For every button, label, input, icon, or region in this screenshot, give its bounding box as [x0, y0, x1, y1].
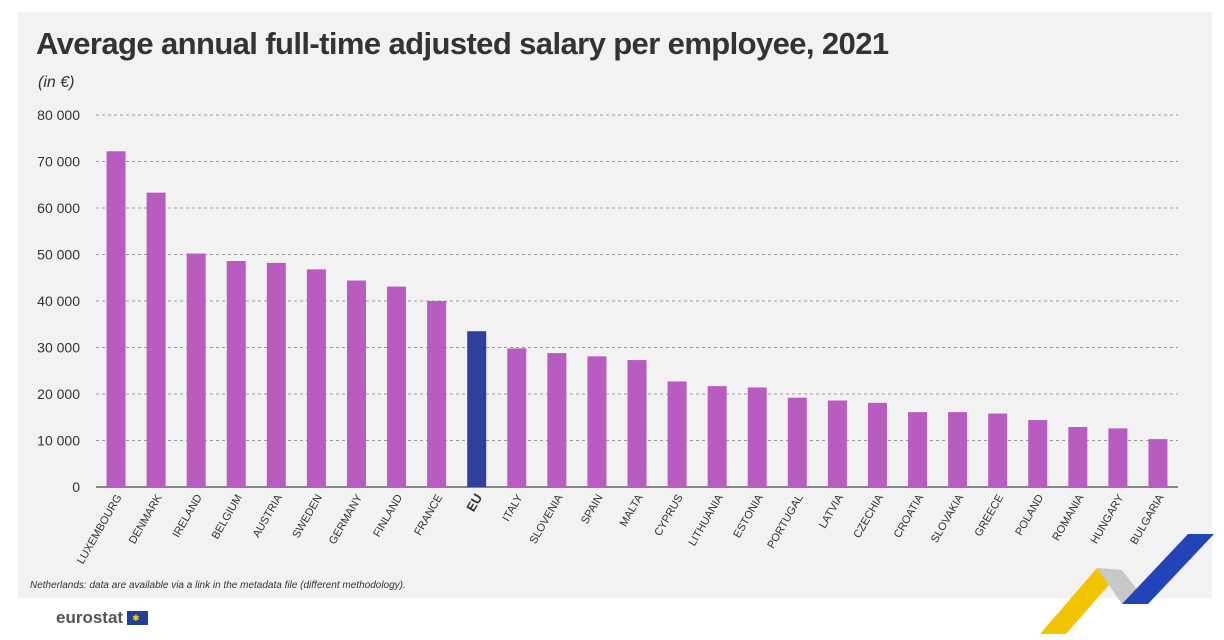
- unit-label: (in €): [38, 74, 75, 91]
- stripe-blue: [1122, 534, 1214, 604]
- y-tick-label: 80 000: [37, 107, 80, 123]
- y-tick-label: 70 000: [37, 154, 80, 170]
- bar-belgium: [226, 261, 246, 487]
- bar-eu: [467, 331, 487, 487]
- footnote: Netherlands: data are available via a li…: [30, 580, 406, 591]
- bar-latvia: [827, 400, 847, 487]
- bar-austria: [266, 262, 286, 487]
- bar-ireland: [186, 253, 206, 487]
- eu-flag-icon: ✱: [127, 611, 149, 625]
- bar-greece: [988, 413, 1008, 487]
- bar-denmark: [146, 192, 166, 487]
- bar-italy: [507, 348, 527, 487]
- bar-lithuania: [707, 386, 727, 487]
- bar-luxembourg: [106, 151, 126, 487]
- chart-title: Average annual full-time adjusted salary…: [36, 26, 889, 61]
- bar-spain: [587, 356, 607, 487]
- bar-czechia: [867, 402, 887, 487]
- bar-france: [427, 301, 447, 487]
- y-tick-label: 40 000: [37, 293, 80, 309]
- bar-poland: [1028, 420, 1048, 487]
- bar-cyprus: [667, 381, 687, 487]
- bar-finland: [387, 286, 407, 487]
- bar-estonia: [747, 387, 767, 487]
- chart-panel: [18, 12, 1212, 598]
- bar-slovakia: [948, 412, 968, 487]
- bar-slovenia: [547, 353, 567, 487]
- y-tick-label: 50 000: [37, 247, 80, 263]
- y-tick-label: 20 000: [37, 386, 80, 402]
- stripe-yellow: [1040, 568, 1122, 634]
- bar-germany: [346, 280, 366, 487]
- bar-croatia: [908, 412, 928, 487]
- logo-wordmark: eurostat: [56, 608, 124, 627]
- eurostat-logo: eurostat ✱: [56, 608, 149, 628]
- bars: [106, 151, 1168, 487]
- y-tick-label: 60 000: [37, 200, 80, 216]
- y-tick-label: 30 000: [37, 340, 80, 356]
- y-tick-label: 10 000: [37, 433, 80, 449]
- bar-hungary: [1108, 428, 1128, 487]
- bar-sweden: [306, 269, 326, 487]
- bar-malta: [627, 360, 647, 487]
- y-tick-label: 0: [72, 479, 80, 495]
- bar-portugal: [787, 397, 807, 487]
- bar-romania: [1068, 427, 1088, 487]
- y-axis-ticks: 0 10 000 20 000 30 000 40 000 50 000 60 000 70 …: [37, 107, 80, 495]
- bar-bulgaria: [1148, 439, 1168, 487]
